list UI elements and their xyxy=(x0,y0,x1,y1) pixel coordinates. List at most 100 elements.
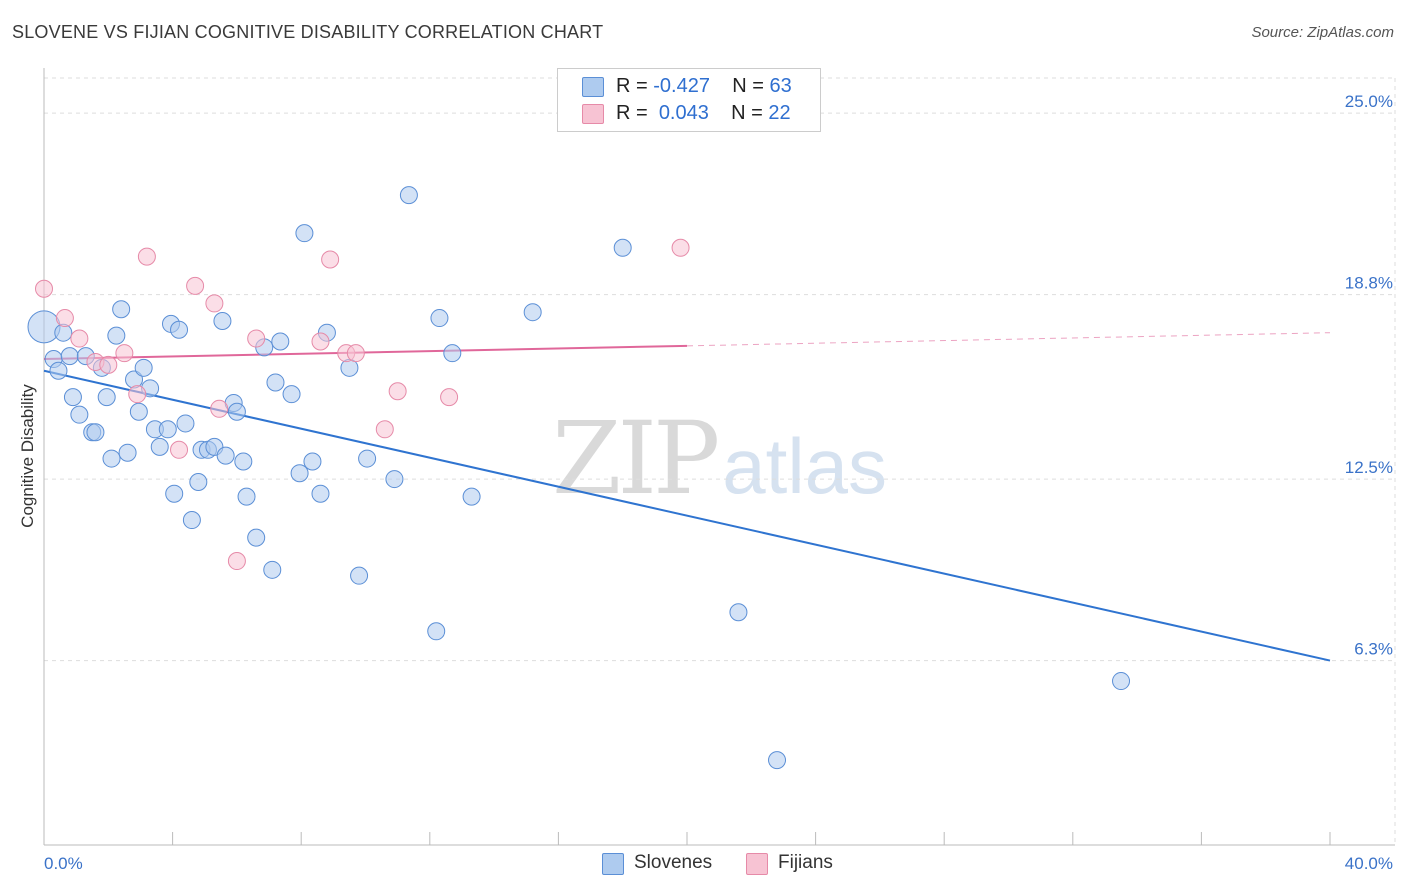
legend-n-value: 22 xyxy=(768,102,791,124)
fijians-point xyxy=(55,309,74,328)
correlation-legend: R = -0.427 N = 63 R = 0.043 N = 22 xyxy=(557,68,821,132)
slovenes-point xyxy=(234,452,253,471)
slovenes-point xyxy=(63,388,82,407)
trend-layer xyxy=(43,332,1331,662)
slovenes-point xyxy=(213,311,232,330)
fijians-point xyxy=(388,382,407,401)
legend-label-slovenes: Slovenes xyxy=(634,852,713,873)
x-tick-label: 40.0% xyxy=(1345,854,1393,873)
fijians-point xyxy=(440,388,459,407)
fijians-point xyxy=(99,355,118,374)
label-layer: 6.3% 12.5% 18.8% 25.0% 0.0% 40.0% xyxy=(44,92,1393,873)
slovenes-point xyxy=(129,402,148,421)
slovenes-point xyxy=(290,464,309,483)
slovenes-swatch xyxy=(602,853,624,875)
legend-r-label: R = xyxy=(616,75,648,97)
watermark-zip: ZIP xyxy=(552,400,720,517)
source-credit: Source: ZipAtlas.com xyxy=(1251,24,1394,41)
fijians-point xyxy=(70,329,89,348)
slovenes-point xyxy=(86,423,105,442)
fijians-point xyxy=(186,276,205,295)
fijians-trend-line xyxy=(43,344,688,361)
watermark-atlas: atlas xyxy=(722,422,888,510)
slovenes-point xyxy=(358,449,377,468)
slovenes-point xyxy=(729,603,748,622)
slovenes-point xyxy=(385,470,404,489)
slovenes-point xyxy=(176,414,195,433)
legend-n-value: 63 xyxy=(769,75,792,97)
fijians-point xyxy=(115,344,134,363)
slovenes-point xyxy=(216,446,235,465)
slovenes-point xyxy=(303,452,322,471)
slovenes-point xyxy=(189,472,208,491)
fijians-point xyxy=(128,385,147,404)
legend-r-value: -0.427 xyxy=(653,75,710,97)
legend-r-value: 0.043 xyxy=(658,102,709,124)
fijians-point xyxy=(35,279,53,298)
slovenes-point xyxy=(134,358,153,377)
fijians-point xyxy=(170,440,189,459)
slovenes-point xyxy=(430,309,449,328)
y-tick-label: 6.3% xyxy=(1354,640,1393,659)
slovenes-point xyxy=(227,402,246,421)
y-tick-label: 12.5% xyxy=(1345,458,1393,477)
slovenes-point xyxy=(399,186,418,205)
legend-n-label: N = xyxy=(731,102,763,124)
point-layer xyxy=(27,186,1131,770)
slovenes-point xyxy=(170,320,189,339)
fijians-point xyxy=(227,552,246,571)
slovenes-point xyxy=(107,326,126,345)
slovenes-swatch xyxy=(582,77,604,97)
legend-label-fijians: Fijians xyxy=(778,852,833,873)
fijians-point xyxy=(311,332,330,351)
slovenes-point xyxy=(266,373,285,392)
fijians-swatch xyxy=(582,104,604,124)
slovenes-point xyxy=(271,332,290,351)
slovenes-point xyxy=(112,300,131,319)
slovenes-point xyxy=(182,511,201,530)
slovenes-point xyxy=(102,449,121,468)
slovenes-point xyxy=(350,566,369,585)
slovenes-point xyxy=(97,388,116,407)
slovenes-point xyxy=(247,528,266,547)
fijians-swatch xyxy=(746,853,768,875)
slovenes-trend-line xyxy=(43,369,1331,662)
fijians-point xyxy=(671,238,690,257)
slovenes-point xyxy=(263,560,282,579)
slovenes-point xyxy=(443,344,462,363)
chart-title: SLOVENE VS FIJIAN COGNITIVE DISABILITY C… xyxy=(12,22,604,42)
slovenes-point xyxy=(49,361,68,380)
slovenes-point xyxy=(60,347,79,366)
x-tick-label: 0.0% xyxy=(44,854,83,873)
slovenes-point xyxy=(158,420,177,439)
slovenes-point xyxy=(523,303,542,322)
fijians-point xyxy=(346,344,365,363)
legend-r-label: R = xyxy=(616,102,648,124)
slovenes-point xyxy=(462,487,481,506)
slovenes-point xyxy=(282,385,301,404)
slovenes-point xyxy=(165,484,184,503)
y-tick-label: 25.0% xyxy=(1345,92,1393,111)
slovenes-point xyxy=(295,224,314,243)
fijians-point xyxy=(375,420,394,439)
fijians-point xyxy=(321,250,340,269)
slovenes-point xyxy=(768,751,787,770)
fijians-point xyxy=(210,399,229,418)
slovenes-point xyxy=(1112,672,1131,691)
slovenes-point xyxy=(613,238,632,257)
slovenes-point xyxy=(237,487,256,506)
fijians-trend-extension xyxy=(686,332,1331,347)
slovenes-point xyxy=(311,484,330,503)
fijians-point xyxy=(205,294,224,313)
y-axis-label: Cognitive Disability xyxy=(18,384,37,528)
slovenes-point xyxy=(70,405,89,424)
slovenes-point xyxy=(118,443,137,462)
slovenes-point xyxy=(150,437,169,456)
slovenes-point xyxy=(27,310,61,344)
watermark: ZIPatlas xyxy=(552,400,887,517)
axis-layer xyxy=(43,68,1395,846)
y-tick-label: 18.8% xyxy=(1345,274,1393,293)
legend-n-label: N = xyxy=(732,75,764,97)
slovenes-point xyxy=(427,622,446,641)
